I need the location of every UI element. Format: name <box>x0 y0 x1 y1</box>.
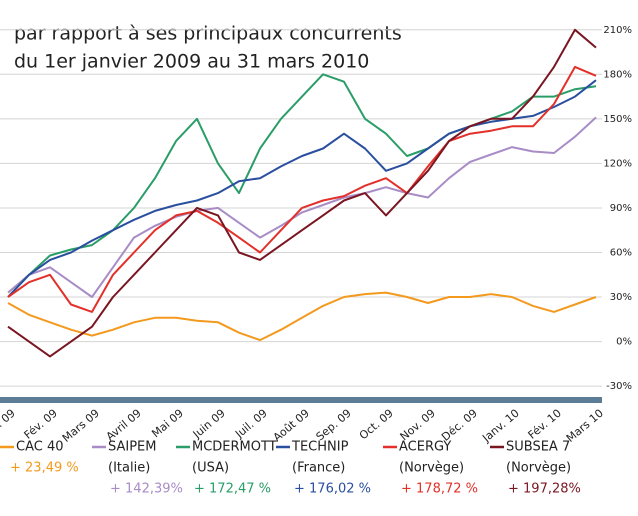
legend-country: (Italie) <box>108 461 150 476</box>
legend-label: CAC 40 <box>16 440 64 455</box>
x-tick-label: Juil. 09 <box>232 407 270 442</box>
x-axis <box>0 397 602 403</box>
legend-change: + 197,28% <box>508 482 581 497</box>
y-tick-label: 0% <box>616 337 632 348</box>
x-tick-label: Déc. 09 <box>439 407 480 444</box>
legend-change: + 172,47 % <box>194 482 271 497</box>
legend-label: SAIPEM <box>108 440 157 455</box>
y-tick-label: 30% <box>610 292 632 303</box>
y-tick-label: 60% <box>610 247 632 258</box>
y-tick-label: 120% <box>603 158 632 169</box>
x-tick-label: Sep. 09 <box>314 407 354 444</box>
series-line <box>7 116 597 298</box>
x-tick-label: Oct. 09 <box>357 407 396 443</box>
legend-label: ACERGY <box>399 440 451 455</box>
series-line <box>7 73 597 298</box>
x-tick-label: Fév. 09 <box>22 407 60 442</box>
legend-country: (Norvège) <box>506 461 571 476</box>
series-line <box>7 291 597 342</box>
x-tick-label: Mars 09 <box>60 407 102 445</box>
series-line <box>7 79 597 298</box>
legend-country: (Norvège) <box>399 461 464 476</box>
y-tick-label: 180% <box>603 69 632 80</box>
legend-change: + 178,72 % <box>401 482 478 497</box>
y-tick-label: 210% <box>603 25 632 36</box>
legend-country: (USA) <box>192 461 229 476</box>
legend-change: + 142,39% <box>110 482 183 497</box>
x-tick-label: Nov. 09 <box>398 407 438 444</box>
y-tick-label: 90% <box>610 203 632 214</box>
x-tick-label: Avril 09 <box>104 407 144 444</box>
legend-label: TECHNIP <box>291 440 349 455</box>
chart-subtitle: du 1er janvier 2009 au 31 mars 2010 <box>14 51 369 73</box>
legend-change: + 176,02 % <box>294 482 371 497</box>
legend-label: SUBSEA 7 <box>506 440 570 455</box>
y-tick-label: 150% <box>603 114 632 125</box>
y-tick-label: -30% <box>606 381 632 392</box>
legend-label: MCDERMOTT <box>192 440 277 455</box>
legend-country: (France) <box>292 461 345 476</box>
x-tick-label: Mai 09 <box>149 407 186 441</box>
chart-title: par rapport à ses principaux concurrents <box>14 23 402 45</box>
legend-change: + 23,49 % <box>10 461 79 476</box>
x-tick-label: Juin 09 <box>190 407 228 442</box>
x-tick-label: Août 09 <box>271 407 312 444</box>
series-line <box>7 65 597 313</box>
series-line <box>7 28 597 358</box>
x-tick-label: Fév. 10 <box>526 407 564 442</box>
